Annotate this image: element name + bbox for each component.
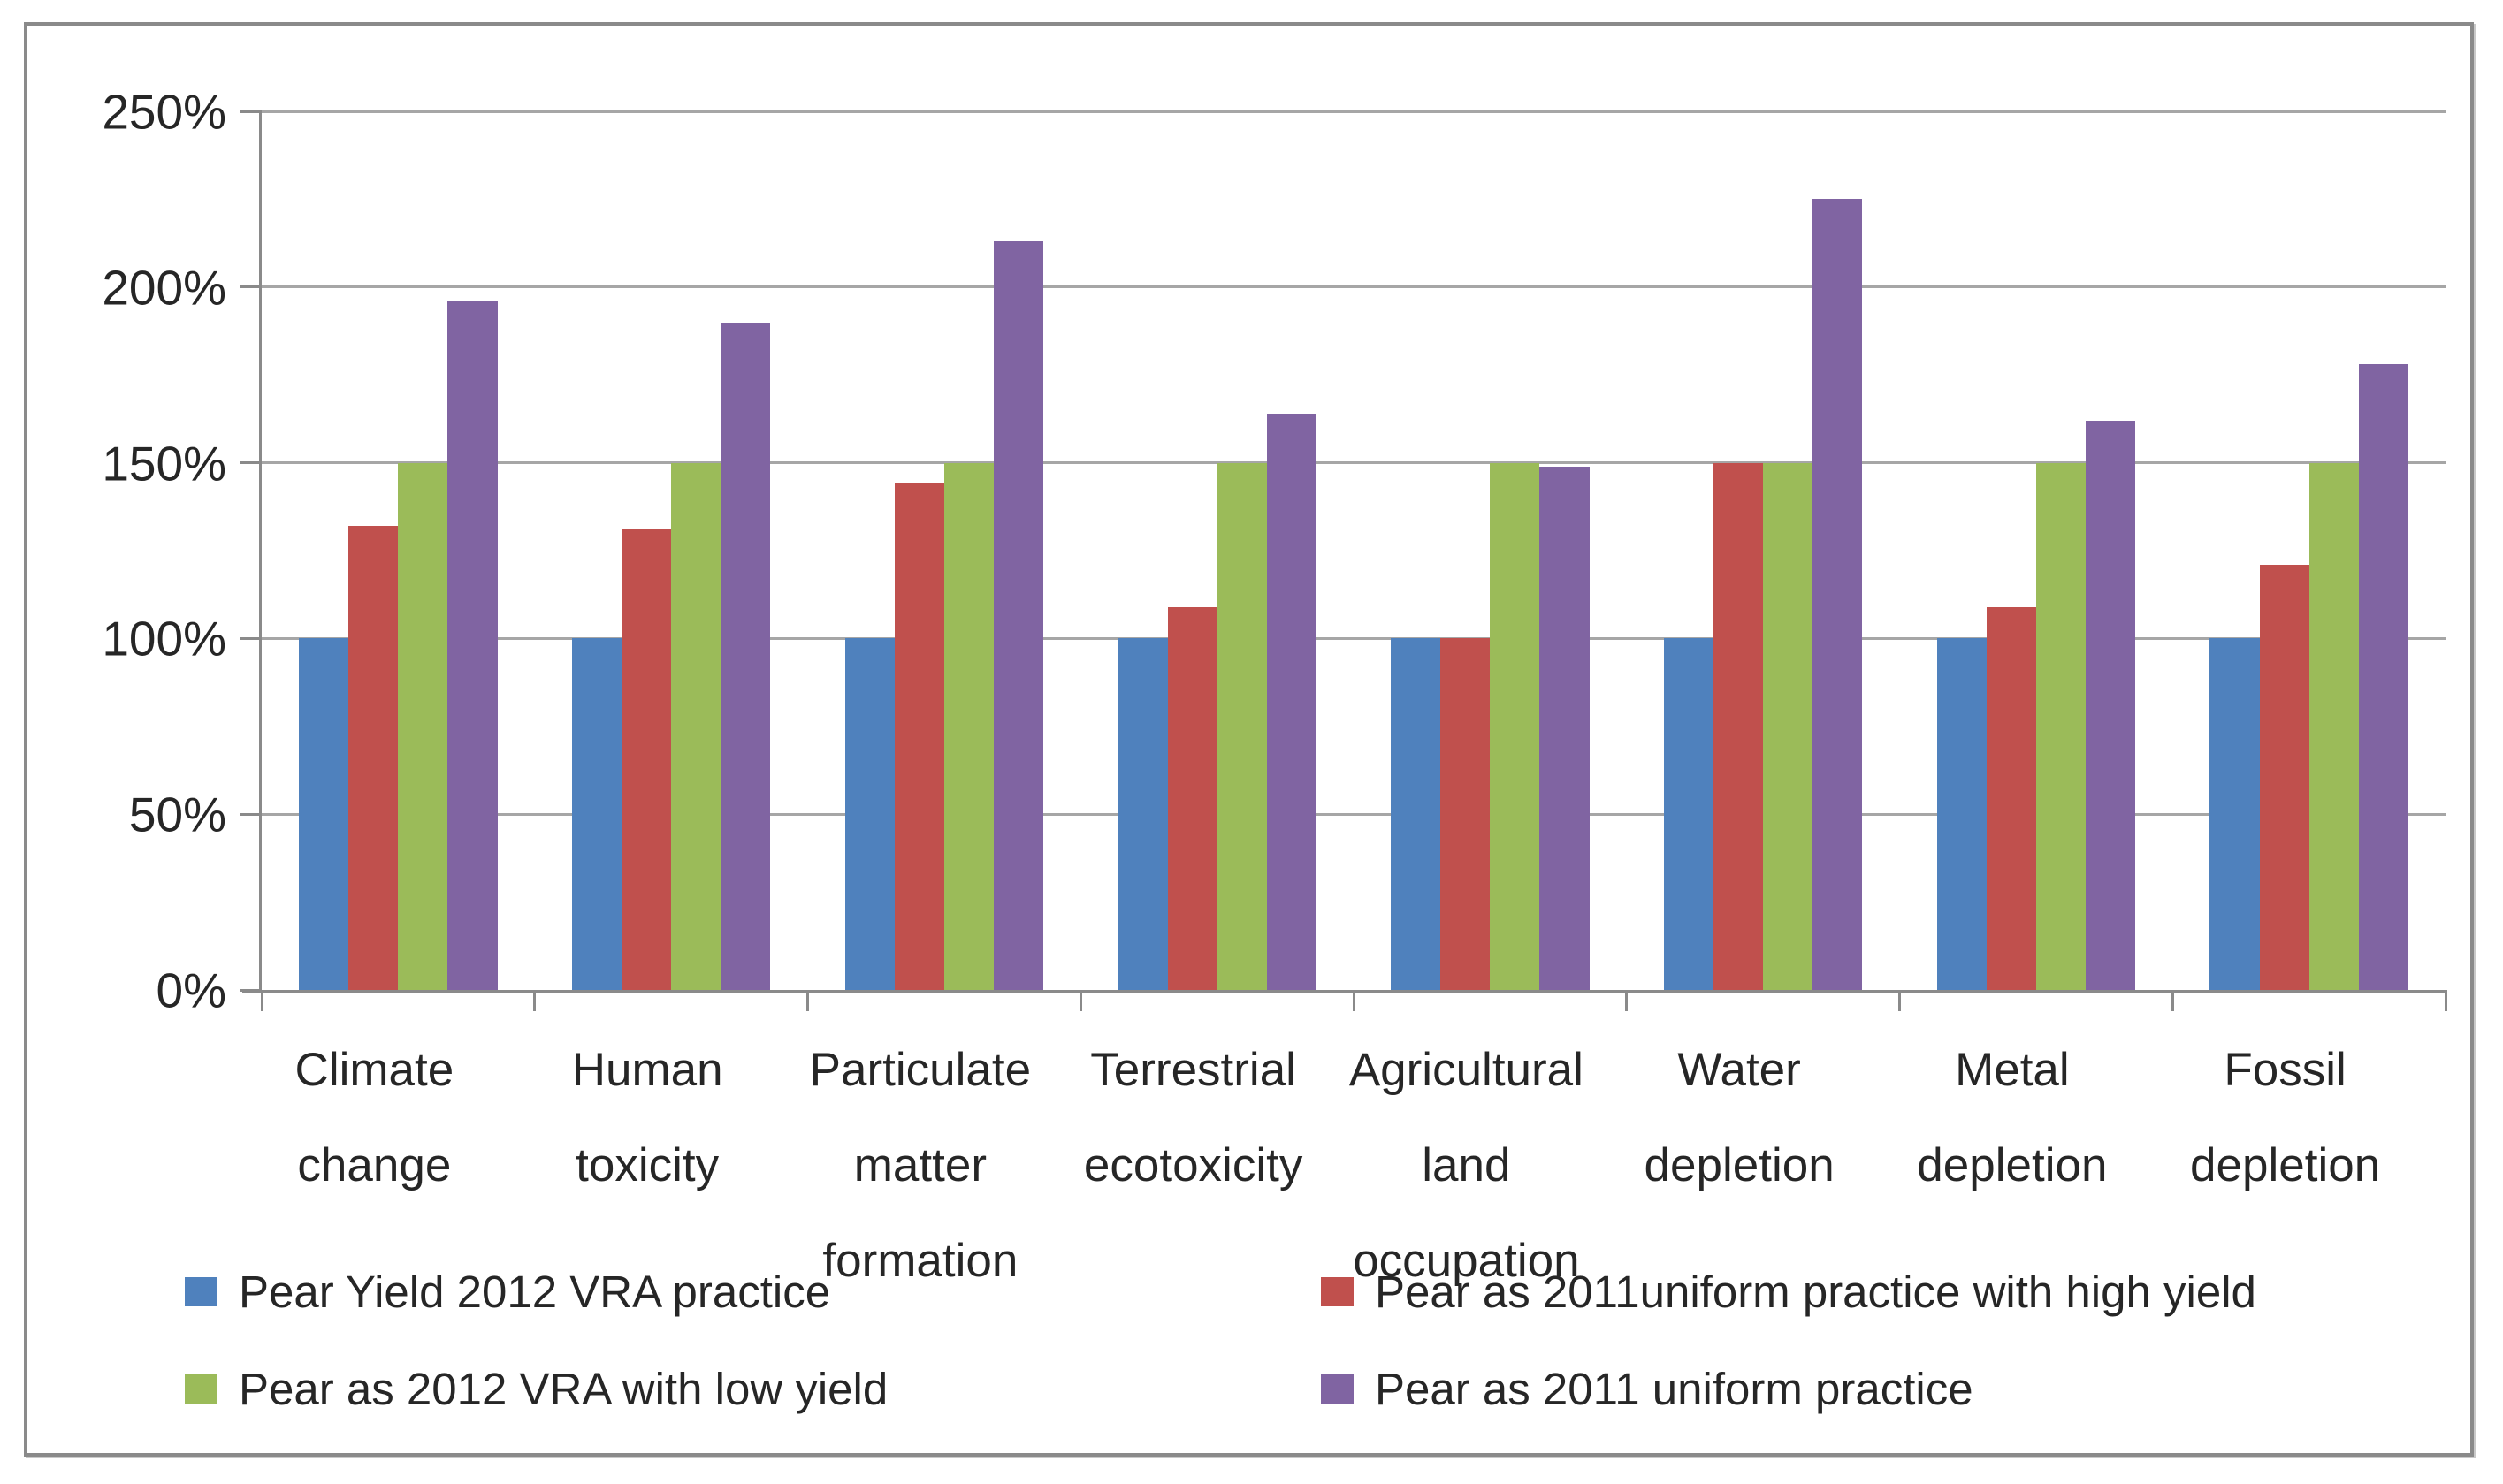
x-axis-tick (533, 990, 537, 1011)
bar-series4-cat8 (2358, 364, 2408, 990)
bar-series4-cat7 (2085, 420, 2136, 990)
gridline-100 (262, 636, 2446, 640)
x-axis-label: Metal depletion (1917, 1044, 2108, 1191)
bar-series2-cat1 (348, 526, 399, 990)
y-axis-label: 150% (102, 436, 226, 491)
bar-series2-cat3 (894, 483, 944, 990)
x-axis-label: Terrestrial ecotoxicity (1083, 1044, 1303, 1191)
legend-swatch-icon (1321, 1374, 1354, 1404)
bar-series1-cat1 (299, 638, 349, 990)
legend-label: Pear Yield 2012 VRA practice (239, 1266, 831, 1317)
x-axis-label: Climate change (294, 1044, 454, 1191)
x-axis-label: Fossil depletion (2190, 1044, 2381, 1191)
bar-series2-cat6 (1713, 462, 1764, 990)
bar-series2-cat7 (1986, 606, 2036, 990)
legend-swatch-icon (1321, 1276, 1354, 1306)
bar-series2-cat5 (1440, 638, 1491, 990)
bar-series1-cat3 (844, 638, 895, 990)
bar-series3-cat3 (943, 462, 994, 990)
x-axis-label: Water depletion (1644, 1044, 1835, 1191)
legend-swatch-icon (185, 1374, 217, 1404)
bar-series2-cat8 (2259, 564, 2309, 990)
legend-item-series1: Pear Yield 2012 VRA practice (185, 1263, 830, 1320)
gridline-200 (262, 285, 2446, 289)
bar-series3-cat5 (1490, 462, 1540, 990)
y-axis-label: 250% (102, 84, 226, 140)
x-axis-label: Human toxicity (571, 1044, 723, 1191)
bar-series4-cat3 (993, 241, 1044, 990)
legend-swatch-icon (185, 1276, 217, 1306)
bar-series4-cat6 (1812, 199, 1863, 990)
x-axis-tick (1352, 990, 1355, 1011)
chart-border: 0% 50% 100% 150% 200% 250% Climate change Human… (24, 22, 2474, 1457)
bar-series4-cat2 (721, 322, 771, 990)
x-axis-tick (260, 990, 263, 1011)
bar-series1-cat2 (571, 638, 622, 990)
x-axis-label: Agricultural land occupation (1348, 1044, 1583, 1287)
x-axis-line (242, 990, 2446, 993)
x-axis-tick (2444, 990, 2447, 1011)
x-axis-tick (1898, 990, 1901, 1011)
bar-series4-cat1 (447, 301, 498, 990)
gridline-150 (262, 461, 2446, 465)
legend-label: Pear as 2011uniform practice with high y… (1375, 1266, 2256, 1317)
bar-series3-cat2 (671, 462, 721, 990)
bar-series4-cat5 (1539, 466, 1590, 990)
x-axis-tick (806, 990, 809, 1011)
y-axis-label: 0% (156, 963, 227, 1018)
y-axis-tick (240, 812, 262, 816)
y-axis-label: 50% (128, 787, 226, 842)
y-axis-tick (240, 461, 262, 465)
bar-series2-cat4 (1167, 606, 1217, 990)
y-axis-line (259, 111, 262, 990)
y-axis-tick (240, 988, 262, 992)
bar-series1-cat5 (1391, 638, 1441, 990)
bar-series1-cat6 (1663, 638, 1713, 990)
bar-series4-cat4 (1266, 413, 1316, 990)
bar-series3-cat6 (1763, 462, 1813, 990)
x-axis-label: Particulate matter formation (809, 1044, 1032, 1287)
bar-series1-cat7 (1936, 638, 1987, 990)
bar-series2-cat2 (622, 529, 672, 990)
x-axis-tick (2171, 990, 2174, 1011)
y-axis-tick (240, 285, 262, 289)
x-axis-tick (1625, 990, 1629, 1011)
gridline-50 (262, 812, 2446, 816)
plot-area: 0% 50% 100% 150% 200% 250% (102, 88, 2447, 1015)
y-axis-label: 100% (102, 611, 226, 666)
legend-item-series2: Pear as 2011uniform practice with high y… (1321, 1263, 2256, 1320)
bar-series1-cat4 (1118, 638, 1168, 990)
y-axis-tick (240, 636, 262, 640)
y-axis-label: 200% (102, 260, 226, 316)
bar-series3-cat8 (2308, 462, 2359, 990)
bar-series3-cat1 (398, 462, 448, 990)
y-axis-tick (240, 110, 262, 113)
legend-label: Pear as 2012 VRA with low yield (239, 1363, 889, 1414)
x-axis-tick (1079, 990, 1082, 1011)
bar-series1-cat8 (2209, 638, 2260, 990)
bar-series3-cat7 (2035, 462, 2086, 990)
bar-series3-cat4 (1217, 462, 1267, 990)
legend-label: Pear as 2011 uniform practice (1375, 1363, 1973, 1414)
legend-item-series4: Pear as 2011 uniform practice (1321, 1360, 1973, 1417)
legend-item-series3: Pear as 2012 VRA with low yield (185, 1360, 888, 1417)
gridline-250 (262, 110, 2446, 113)
